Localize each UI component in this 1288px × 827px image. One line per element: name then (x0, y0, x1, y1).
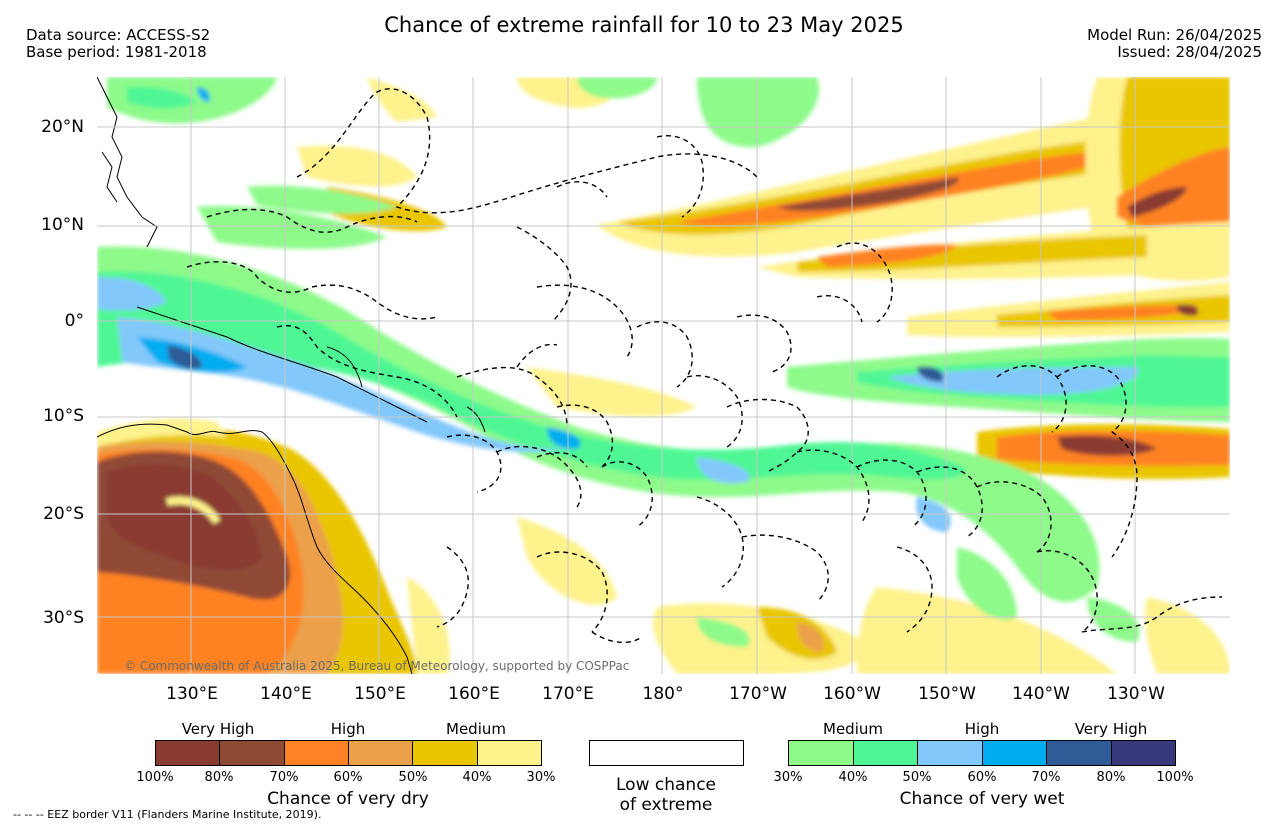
dry-category-high: High (330, 720, 366, 738)
dry-tick: 70% (269, 770, 299, 785)
dry-colorbar (155, 740, 542, 766)
wet-colorbar (788, 740, 1176, 766)
lat-label-10s: 10°S (43, 406, 84, 426)
wet-tick: 70% (1031, 770, 1061, 785)
low-chance-line2: of extreme (619, 795, 713, 815)
copyright-notice: © Commonwealth of Australia 2025, Bureau… (124, 659, 630, 673)
dry-swatch-60-50 (348, 741, 414, 765)
map-title: Chance of extreme rainfall for 10 to 23 … (384, 13, 904, 37)
dry-swatch-40-30 (477, 741, 541, 765)
dry-tick: 80% (204, 770, 234, 785)
dry-swatch-50-40 (413, 741, 478, 765)
lon-label-130w: 130°W (1107, 684, 1165, 704)
wet-tick: 40% (838, 770, 868, 785)
wet-tick: 60% (967, 770, 997, 785)
wet-swatch-80-100 (1111, 741, 1175, 765)
lon-label-150e: 150°E (354, 684, 406, 704)
dry-swatch-100-80 (156, 741, 221, 765)
low-chance-line1: Low chance (616, 775, 716, 795)
wet-category-medium: Medium (823, 720, 883, 738)
lat-label-20s: 20°S (43, 504, 84, 524)
dry-tick: 100% (136, 770, 174, 785)
rainfall-map[interactable] (97, 77, 1230, 674)
eez-border-note: -- -- -- EEZ border V11 (Flanders Marine… (13, 808, 322, 821)
wet-caption: Chance of very wet (899, 789, 1065, 809)
dry-tick: 30% (526, 770, 556, 785)
lon-label-130e: 130°E (166, 684, 218, 704)
lat-label-30s: 30°S (43, 608, 84, 628)
wet-swatch-70-80 (1047, 741, 1112, 765)
dry-tick: 50% (398, 770, 428, 785)
dry-swatch-70-60 (284, 741, 349, 765)
dry-category-very-high: Very High (181, 720, 255, 738)
dry-swatch-80-70 (220, 741, 285, 765)
dry-category-medium: Medium (446, 720, 506, 738)
lon-label-140w: 140°W (1012, 684, 1070, 704)
data-source-info: Data source: ACCESS-S2 Base period: 1981… (26, 27, 210, 61)
lon-label-160w: 160°W (823, 684, 881, 704)
data-source-text: Data source: ACCESS-S2 (26, 26, 211, 44)
wet-tick: 100% (1156, 770, 1194, 785)
wet-tick: 50% (902, 770, 932, 785)
wet-swatch-30-40 (789, 741, 854, 765)
lon-label-160e: 160°E (448, 684, 500, 704)
wet-tick: 80% (1096, 770, 1126, 785)
lon-label-140e: 140°E (260, 684, 312, 704)
wet-swatch-40-50 (853, 741, 918, 765)
map-canvas (97, 77, 1230, 674)
low-chance-swatch (589, 740, 744, 766)
lon-label-180: 180° (642, 684, 684, 704)
model-run-info: Model Run: 26/04/2025 Issued: 28/04/2025 (1087, 27, 1262, 61)
wet-category-very-high: Very High (1074, 720, 1148, 738)
issued-text: Issued: 28/04/2025 (1117, 43, 1262, 61)
lat-label-10n: 10°N (41, 215, 84, 235)
lat-label-20n: 20°N (41, 117, 84, 137)
lon-label-150w: 150°W (918, 684, 976, 704)
wet-tick: 30% (773, 770, 803, 785)
wet-swatch-50-60 (918, 741, 983, 765)
model-run-text: Model Run: 26/04/2025 (1087, 26, 1262, 44)
lat-label-equator: 0° (64, 311, 84, 331)
wet-category-high: High (964, 720, 1000, 738)
lon-label-170e: 170°E (542, 684, 594, 704)
dry-caption: Chance of very dry (267, 789, 429, 809)
lon-label-170w: 170°W (729, 684, 787, 704)
base-period-text: Base period: 1981-2018 (26, 43, 207, 61)
wet-swatch-60-70 (982, 741, 1047, 765)
dry-tick: 40% (462, 770, 492, 785)
dry-tick: 60% (333, 770, 363, 785)
